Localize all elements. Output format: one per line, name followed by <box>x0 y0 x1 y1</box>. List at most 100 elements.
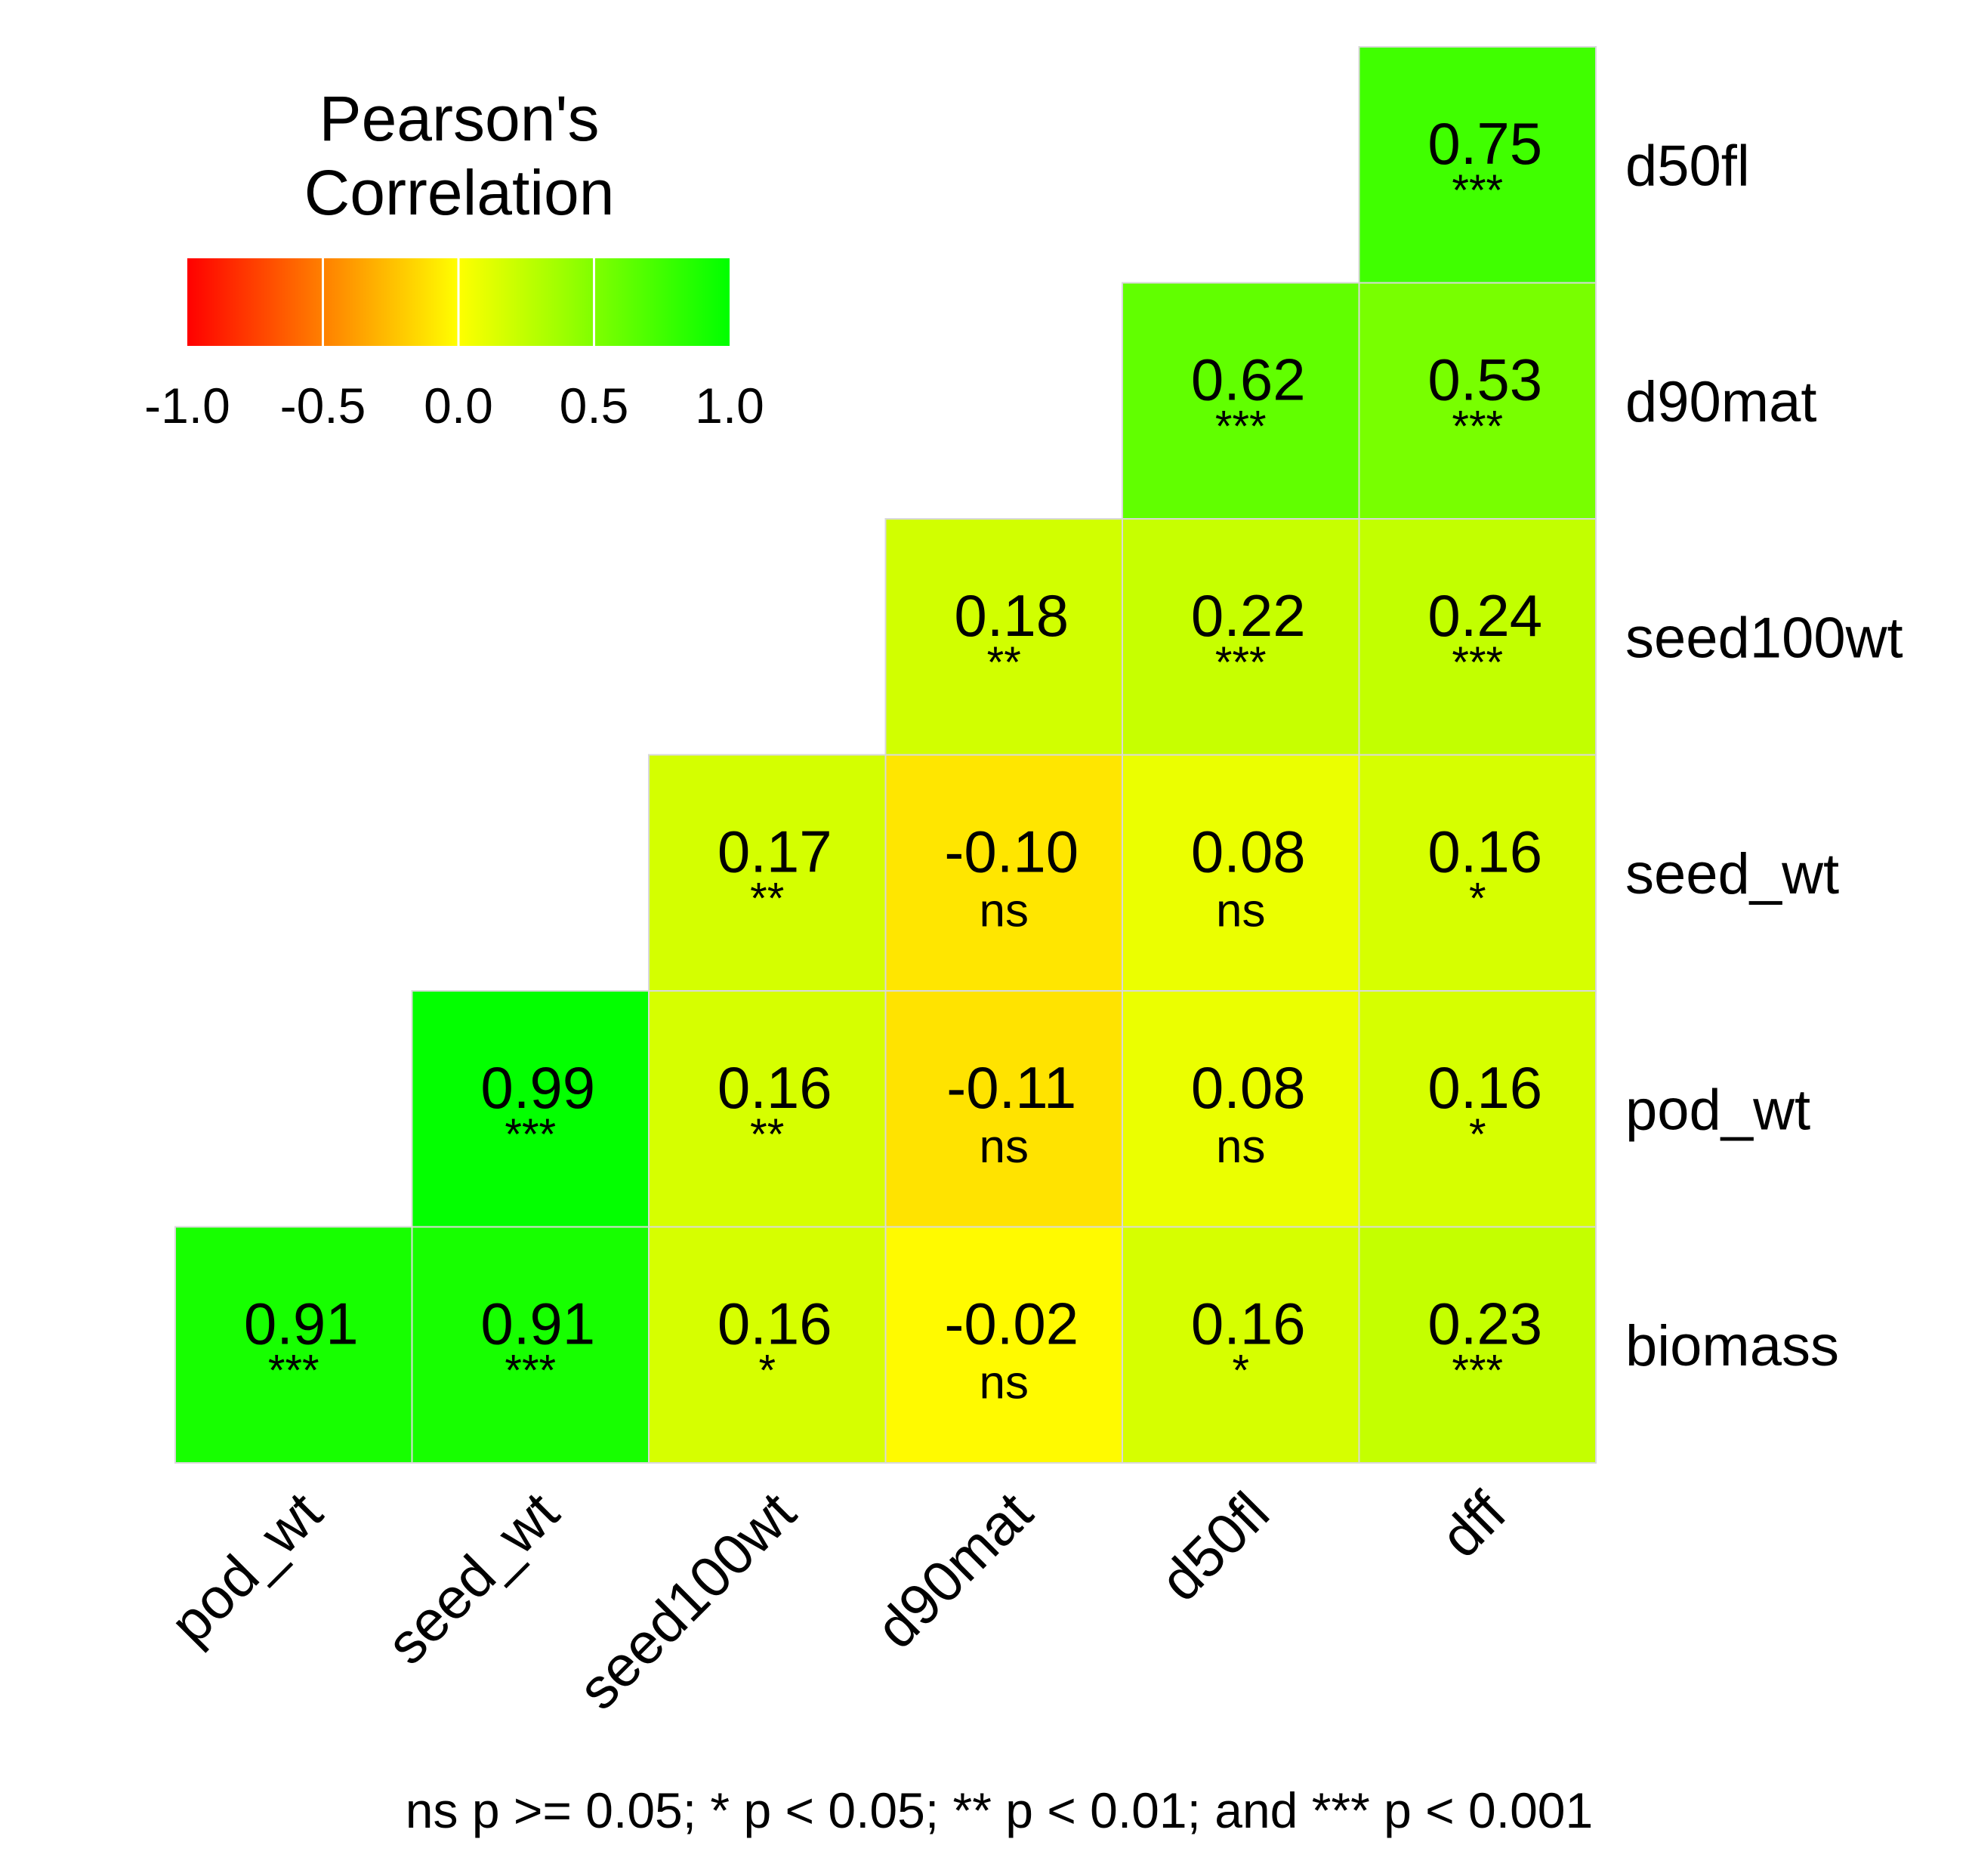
heatmap-cell-value-label: 0.53 <box>1427 347 1542 413</box>
heatmap-cell-rect <box>648 754 887 992</box>
legend-tick-label-2: 0.0 <box>424 378 493 434</box>
heatmap-cell: 0.23*** <box>1358 1226 1597 1464</box>
heatmap-cell: 0.16* <box>1358 754 1597 992</box>
heatmap-cell-significance-label: * <box>1469 875 1486 924</box>
heatmap-cell-significance-label: ns <box>980 1121 1029 1173</box>
heatmap-cell-rect <box>1358 1226 1597 1464</box>
heatmap-cell-value-label: -0.11 <box>946 1054 1076 1121</box>
heatmap-cell: 0.99*** <box>411 990 650 1228</box>
heatmap-cell-rect <box>1358 46 1597 284</box>
row-label: biomass <box>1625 1314 1839 1378</box>
heatmap-cell: 0.62*** <box>1122 282 1360 520</box>
heatmap-cell-significance-label: ** <box>750 875 784 924</box>
heatmap-cell: 0.53*** <box>1358 282 1597 520</box>
row-label: seed100wt <box>1625 606 1903 670</box>
heatmap-cell-value-label: 0.75 <box>1427 110 1542 177</box>
heatmap-cell-significance-label: *** <box>1215 638 1267 687</box>
heatmap-cell-rect <box>1122 990 1360 1228</box>
column-label: pod_wt <box>158 1480 334 1656</box>
column-label: d50fl <box>1148 1480 1282 1614</box>
heatmap-cell-value-label: -0.10 <box>944 819 1079 885</box>
heatmap-cell: 0.75*** <box>1358 46 1597 284</box>
heatmap-cell-value-label: 0.91 <box>480 1291 595 1357</box>
heatmap-cell-rect <box>884 754 1123 992</box>
heatmap-cell-value-label: -0.02 <box>944 1291 1079 1357</box>
column-label: seed100wt <box>566 1480 808 1722</box>
legend-tick-label-3: 0.5 <box>560 378 629 434</box>
significance-footnote: ns p >= 0.05; * p < 0.05; ** p < 0.01; a… <box>406 1782 1593 1838</box>
heatmap-cell-significance-label: *** <box>1215 403 1267 452</box>
heatmap-cell-rect <box>1358 990 1597 1228</box>
heatmap-cell-rect <box>1122 282 1360 520</box>
heatmap-cell: 0.91*** <box>174 1226 413 1464</box>
legend-title-line-1: Pearson's <box>319 83 600 154</box>
legend-title-line-2: Correlation <box>304 157 615 228</box>
heatmap-cell: 0.91*** <box>411 1226 650 1464</box>
column-label: dff <box>1428 1480 1519 1570</box>
heatmap-cell-rect <box>884 518 1123 756</box>
heatmap-cell: 0.16* <box>1122 1226 1360 1464</box>
heatmap-cell-significance-label: *** <box>268 1347 319 1396</box>
heatmap-cell-value-label: 0.08 <box>1191 1054 1306 1121</box>
heatmap-cell-value-label: 0.16 <box>1191 1291 1306 1357</box>
legend-tick-label-1: -0.5 <box>280 378 366 434</box>
heatmap-cell-significance-label: *** <box>1452 166 1503 215</box>
heatmap-cell-significance-label: ** <box>750 1110 784 1159</box>
row-label: seed_wt <box>1625 842 1839 906</box>
heatmap-cell: 0.17** <box>648 754 887 992</box>
heatmap-cell-value-label: 0.16 <box>718 1291 832 1357</box>
heatmap-cell-significance-label: *** <box>1452 1347 1503 1396</box>
heatmap-cell-rect <box>174 1226 413 1464</box>
heatmap-cell-significance-label: ns <box>980 1357 1029 1409</box>
heatmap-cells: 0.75***0.62***0.53***0.18**0.22***0.24**… <box>174 46 1597 1464</box>
heatmap-cell: 0.24*** <box>1358 518 1597 756</box>
heatmap-cell: 0.22*** <box>1122 518 1360 756</box>
column-label: d90mat <box>864 1480 1045 1661</box>
heatmap-cell-rect <box>648 990 887 1228</box>
heatmap-cell: 0.18** <box>884 518 1123 756</box>
heatmap-cell-significance-label: * <box>1469 1110 1486 1159</box>
heatmap-cell-value-label: 0.17 <box>718 819 832 885</box>
heatmap-cell-value-label: 0.99 <box>480 1054 595 1121</box>
heatmap-cell-value-label: 0.08 <box>1191 819 1306 885</box>
heatmap-cell-significance-label: ns <box>1216 1121 1265 1173</box>
heatmap-cell-significance-label: *** <box>1452 403 1503 452</box>
heatmap-cell-value-label: 0.16 <box>718 1054 832 1121</box>
heatmap-cell-value-label: 0.22 <box>1191 582 1306 649</box>
heatmap-cell-value-label: 0.91 <box>244 1291 359 1357</box>
heatmap-cell-rect <box>1122 754 1360 992</box>
heatmap-cell-rect <box>884 1226 1123 1464</box>
heatmap-cell-rect <box>411 1226 650 1464</box>
heatmap-cell-significance-label: *** <box>505 1110 556 1159</box>
heatmap-cell-significance-label: * <box>758 1347 776 1396</box>
heatmap-cell-rect <box>411 990 650 1228</box>
heatmap-cell-value-label: 0.16 <box>1427 819 1542 885</box>
row-label: d90mat <box>1625 370 1817 434</box>
row-label: pod_wt <box>1625 1078 1810 1142</box>
heatmap-cell-rect <box>1358 754 1597 992</box>
row-label: d50fl <box>1625 134 1750 198</box>
heatmap-cell: 0.16* <box>648 1226 887 1464</box>
heatmap-cell: 0.16* <box>1358 990 1597 1228</box>
heatmap-cell-value-label: 0.62 <box>1191 347 1306 413</box>
legend-tick-label-0: -1.0 <box>144 378 230 434</box>
heatmap-cell-significance-label: * <box>1232 1347 1249 1396</box>
heatmap-cell-value-label: 0.24 <box>1427 582 1542 649</box>
heatmap-cell-significance-label: *** <box>1452 638 1503 687</box>
heatmap-cell-significance-label: ns <box>980 885 1029 937</box>
legend: Pearson's Correlation -1.0 -0.5 0.0 0.5 1.0 <box>144 83 764 434</box>
heatmap-cell-value-label: 0.18 <box>954 582 1069 649</box>
heatmap-cell-value-label: 0.16 <box>1427 1054 1542 1121</box>
heatmap-cell-rect <box>1122 518 1360 756</box>
heatmap-cell-value-label: 0.23 <box>1427 1291 1542 1357</box>
heatmap-cell-significance-label: ** <box>987 638 1021 687</box>
heatmap-cell-rect <box>1358 282 1597 520</box>
heatmap-cell: 0.16** <box>648 990 887 1228</box>
